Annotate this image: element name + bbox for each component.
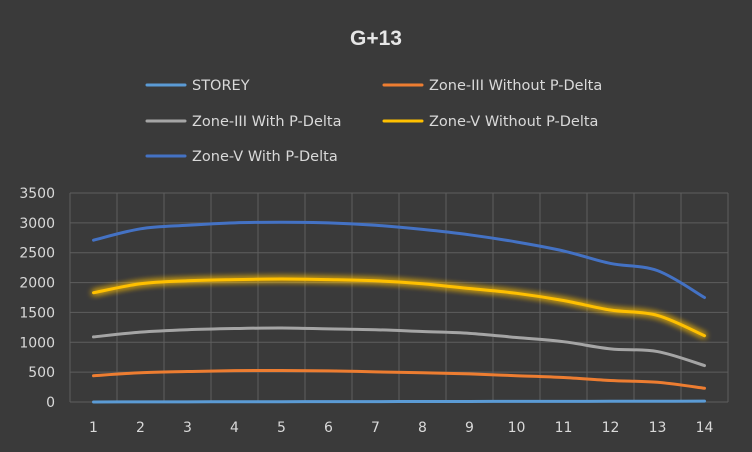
legend-label-1: Zone-III Without P-Delta: [429, 78, 602, 94]
series-line-2: [92, 326, 706, 368]
x-tick-label: 6: [324, 420, 333, 436]
x-tick-label: 14: [696, 420, 714, 436]
y-tick-label: 2500: [19, 246, 55, 262]
y-tick-label: 2000: [19, 276, 55, 292]
legend-label-2: Zone-III With P-Delta: [192, 114, 341, 130]
x-tick-label: 5: [277, 420, 286, 436]
x-tick-label: 8: [418, 420, 427, 436]
y-tick-label: 3000: [19, 216, 55, 232]
x-tick-label: 7: [371, 420, 380, 436]
x-tick-label: 9: [465, 420, 474, 436]
y-tick-label: 1500: [19, 305, 55, 321]
series-lines: [92, 220, 706, 404]
legend-label-4: Zone-V With P-Delta: [192, 149, 338, 165]
y-tick-label: 1000: [19, 335, 55, 351]
legend-label-0: STOREY: [192, 78, 250, 94]
series-line-1: [92, 368, 706, 390]
chart-title: G+13: [350, 27, 402, 50]
y-tick-label: 500: [28, 365, 55, 381]
legend-label-3: Zone-V Without P-Delta: [429, 114, 598, 130]
legend: STOREY Zone-III Without P-Delta Zone-III W…: [145, 78, 602, 165]
x-tick-label: 10: [508, 420, 526, 436]
x-axis-ticks: 1 2 3 4 5 6 7 8 9 10 11 12 13 14: [89, 420, 713, 436]
y-tick-label: 0: [46, 395, 55, 411]
series-line-3: [92, 277, 706, 338]
series-line-0: [92, 399, 706, 404]
x-tick-label: 11: [555, 420, 573, 436]
y-tick-label: 3500: [19, 186, 55, 202]
series-line-4: [92, 220, 706, 299]
y-axis-ticks: 0 500 1000 1500 2000 2500 3000 3500: [19, 186, 55, 411]
x-tick-label: 1: [89, 420, 98, 436]
x-tick-label: 3: [183, 420, 192, 436]
x-tick-label: 4: [230, 420, 239, 436]
x-tick-label: 12: [602, 420, 620, 436]
x-tick-label: 13: [649, 420, 667, 436]
x-tick-label: 2: [136, 420, 145, 436]
